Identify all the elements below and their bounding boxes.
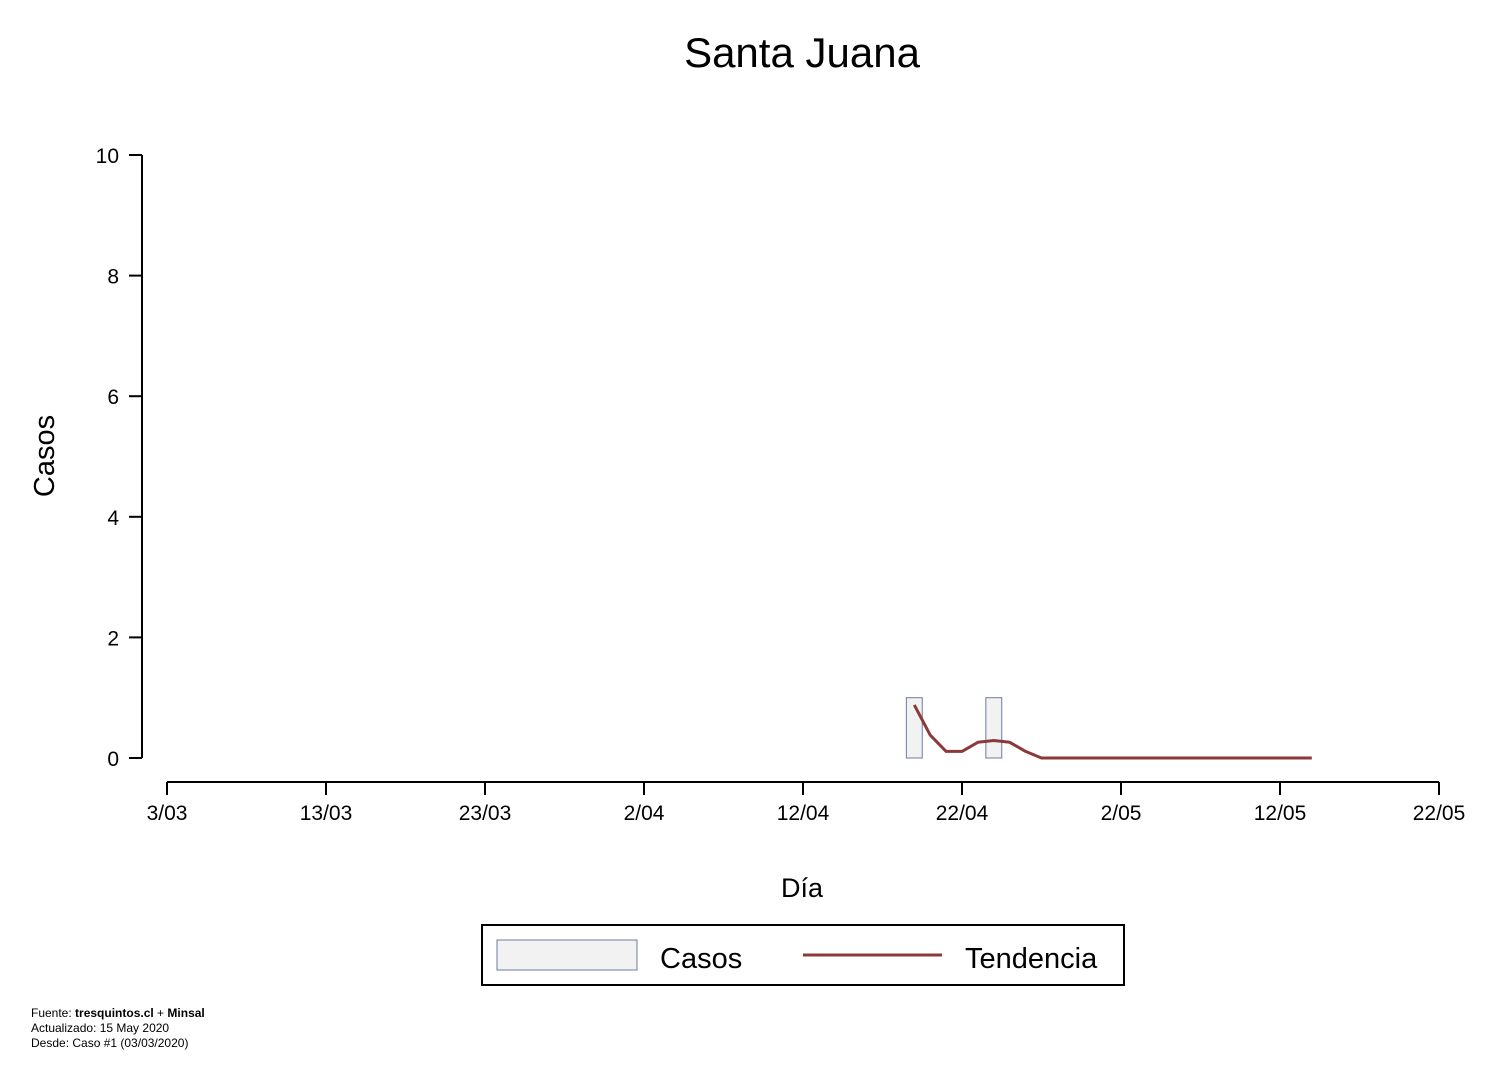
x-tick-label: 12/05 (1254, 802, 1307, 825)
bars-casos (905, 697, 1003, 759)
line-tendencia (912, 704, 1312, 760)
x-tick-label: 12/04 (777, 802, 830, 825)
x-tick-label: 22/04 (936, 802, 989, 825)
x-tick-label: 3/03 (147, 802, 188, 825)
x-axis-label: Día (781, 873, 824, 903)
x-axis: 3/03 13/03 23/03 2/04 12/04 22/04 2/05 12/05 22/… (147, 781, 1466, 825)
footer-actualizado: Actualizado: 15 May 2020 (31, 1021, 170, 1035)
y-axis-label: Casos (29, 415, 61, 497)
y-tick-label: 0 (107, 748, 119, 771)
source-footer: Fuente: tresquintos.cl + Minsal Actualiz… (31, 1006, 205, 1051)
chart-title: Santa Juana (684, 29, 921, 76)
y-axis: 0 2 4 6 8 10 (96, 145, 143, 771)
footer-site: tresquintos.cl (75, 1006, 154, 1020)
x-tick-label: 23/03 (459, 802, 512, 825)
bar-casos (985, 697, 1003, 759)
y-tick-label: 10 (96, 145, 119, 168)
footer-desde: Desde: Caso #1 (03/03/2020) (31, 1036, 189, 1050)
x-tick-label: 2/04 (624, 802, 665, 825)
y-tick-label: 6 (107, 386, 119, 409)
line-tendencia-path (912, 704, 1312, 760)
footer-org: Minsal (167, 1006, 205, 1020)
footer-fuente: Fuente: tresquintos.cl + Minsal (31, 1006, 205, 1020)
legend-casos-label: Casos (660, 943, 742, 975)
legend: Casos Tendencia (481, 924, 1125, 986)
x-tick-label: 2/05 (1101, 802, 1142, 825)
y-tick-label: 8 (107, 266, 119, 289)
y-tick-label: 2 (107, 627, 119, 650)
y-tick-label: 4 (107, 507, 119, 530)
legend-casos-swatch (496, 939, 638, 971)
legend-tendencia-label: Tendencia (965, 943, 1098, 975)
x-tick-label: 22/05 (1413, 802, 1466, 825)
x-tick-label: 13/03 (300, 802, 353, 825)
